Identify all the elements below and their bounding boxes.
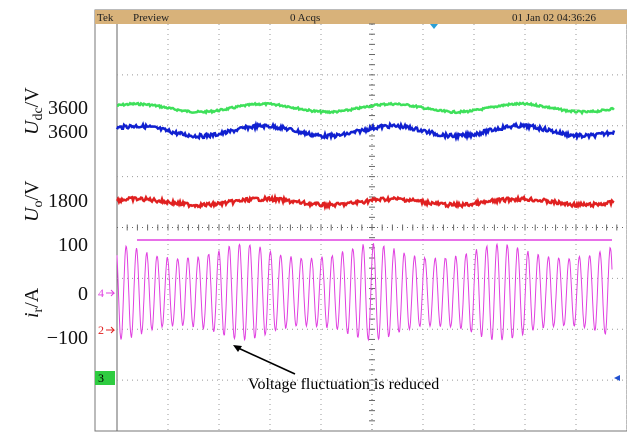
- unit: /V: [21, 87, 43, 108]
- scale-label: 100: [58, 234, 88, 256]
- subscript: dc: [31, 107, 46, 120]
- unit: /A: [21, 287, 43, 308]
- screen: [95, 10, 627, 431]
- channel-marker: 3: [98, 371, 104, 385]
- scale-label: 0: [78, 283, 88, 305]
- ir-axis-label: ir/A: [21, 287, 46, 318]
- acquisitions: 0 Acqs: [290, 12, 320, 24]
- mode: Preview: [133, 12, 169, 24]
- annotation: Voltage fluctuation is reduced: [248, 376, 439, 393]
- channel-marker: 4: [98, 286, 104, 300]
- scale-label: 3600: [48, 121, 88, 143]
- scale-label: 3600: [48, 97, 88, 119]
- uo-axis-label: Uo/V: [21, 180, 46, 222]
- channel-marker: 2: [98, 323, 104, 337]
- scale-label: −100: [47, 327, 88, 349]
- scope-figure: Tek Preview 0 Acqs 01 Jan 02 04:36:26 Ud…: [0, 0, 627, 433]
- unit: /V: [21, 180, 43, 201]
- timestamp: 01 Jan 02 04:36:26: [512, 12, 597, 24]
- subscript: o: [31, 201, 46, 208]
- udc-axis-label: Udc/V: [21, 87, 46, 135]
- scale-label: 1800: [48, 190, 88, 212]
- brand: Tek: [97, 12, 114, 24]
